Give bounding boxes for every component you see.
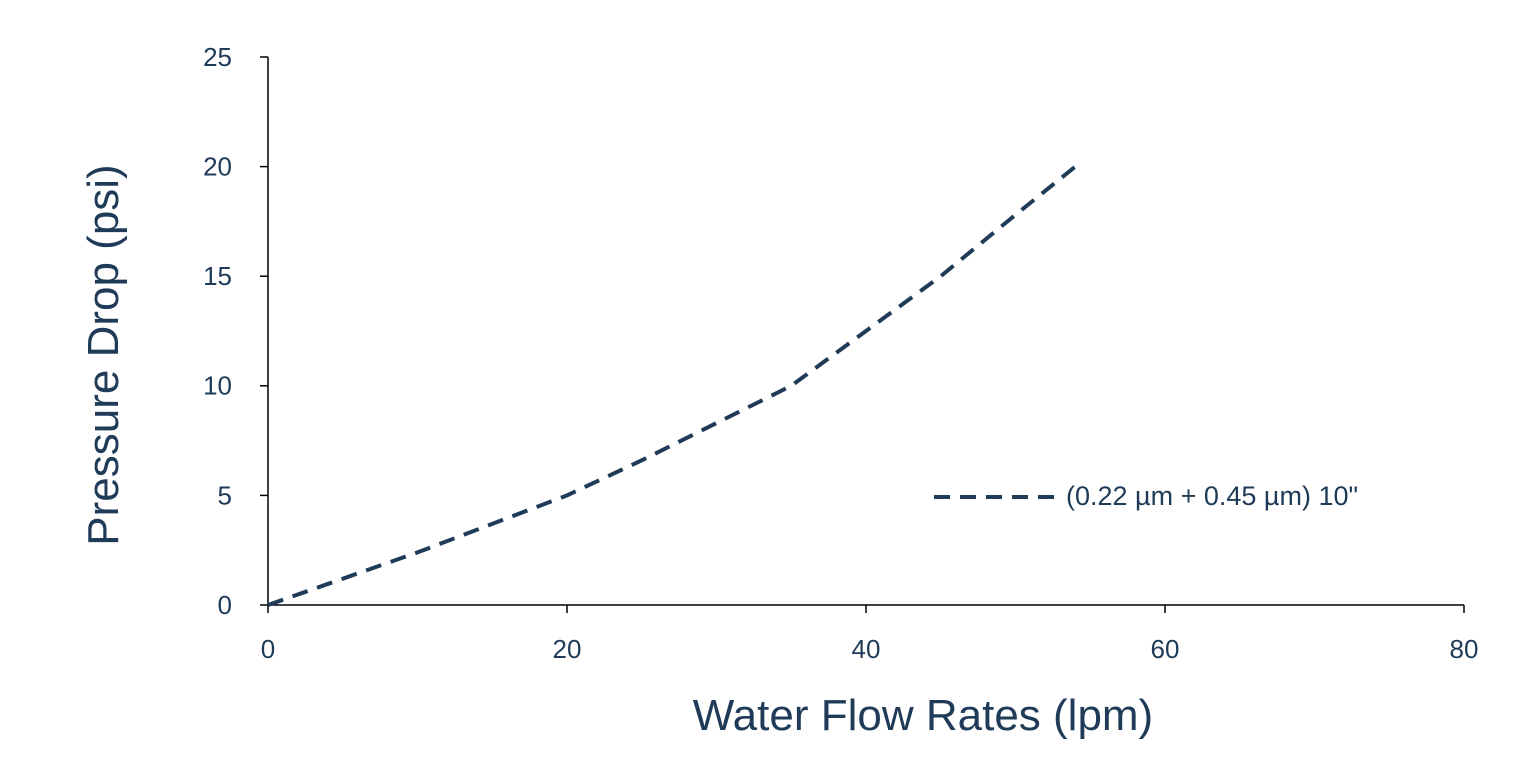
- y-tick-label: 10: [203, 371, 232, 401]
- x-tick-label: 20: [553, 634, 582, 664]
- x-tick-label: 60: [1151, 634, 1180, 664]
- x-tick-label: 0: [261, 634, 275, 664]
- x-axis-label: Water Flow Rates (lpm): [693, 691, 1153, 740]
- y-axis: 0 5 10 15 20 25: [203, 42, 269, 620]
- x-axis: 0 20 40 60 80: [261, 604, 1479, 664]
- y-tick-label: 25: [203, 42, 232, 72]
- x-tick-label: 40: [852, 634, 881, 664]
- series-lines: [267, 165, 1077, 607]
- y-tick-label: 15: [203, 261, 232, 291]
- y-axis-label: Pressure Drop (psi): [79, 164, 128, 545]
- x-tick-label: 80: [1450, 634, 1479, 664]
- legend-label: (0.22 µm + 0.45 µm) 10": [1066, 481, 1358, 511]
- legend: (0.22 µm + 0.45 µm) 10": [934, 481, 1358, 511]
- y-tick-label: 5: [218, 480, 232, 510]
- y-tick-label: 20: [203, 151, 232, 181]
- series-line: [267, 165, 1077, 607]
- y-tick-label: 0: [218, 590, 232, 620]
